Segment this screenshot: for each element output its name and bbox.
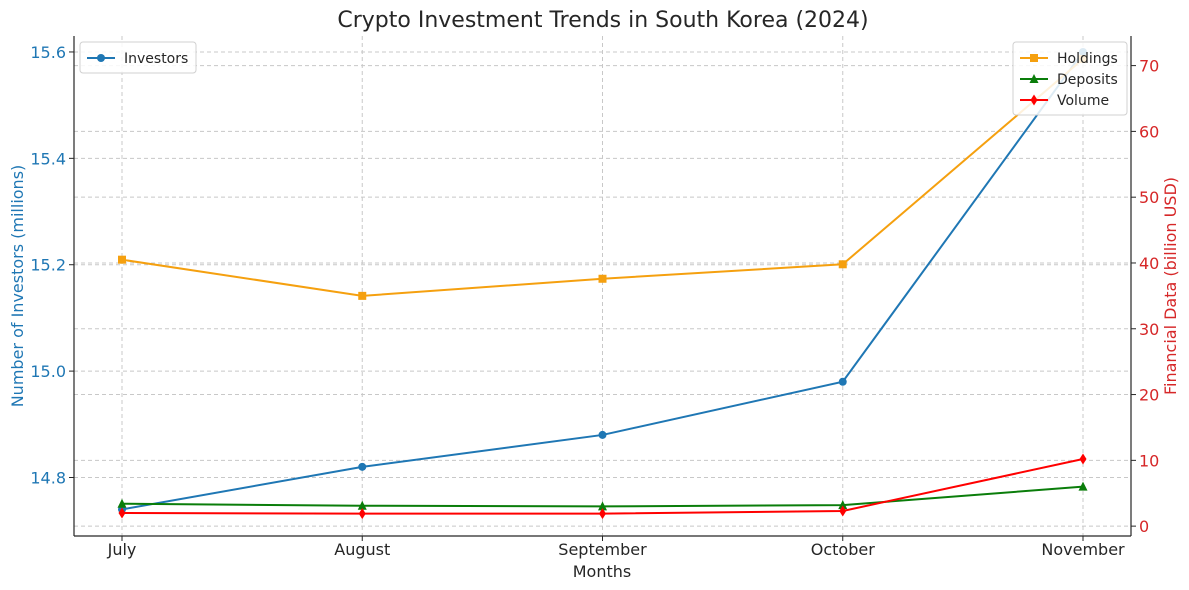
y-left-tick-label: 15.6 <box>30 43 66 62</box>
data-point-investors <box>358 462 367 471</box>
y-right-tick-label: 30 <box>1139 320 1159 339</box>
x-tick-label: July <box>107 540 137 559</box>
y-axis-left-label: Number of Investors (millions) <box>8 165 27 408</box>
y-right-tick-label: 20 <box>1139 386 1159 405</box>
data-point-deposits <box>598 501 607 511</box>
data-point-deposits <box>357 500 367 510</box>
series-deposits <box>117 481 1088 511</box>
data-point-volume <box>1079 453 1087 465</box>
data-point-volume <box>599 508 606 520</box>
y-right-tick-label: 0 <box>1139 517 1149 536</box>
data-point-volume <box>118 507 126 519</box>
legend-label-holdings: Holdings <box>1057 51 1118 67</box>
series-volume <box>118 453 1087 520</box>
y-left-tick-label: 15.4 <box>30 149 66 168</box>
data-point-holdings <box>838 260 847 269</box>
data-point-deposits <box>1078 481 1088 491</box>
series-layer <box>117 47 1088 520</box>
data-point-holdings <box>598 274 607 283</box>
legend-right-box <box>1012 41 1128 116</box>
data-point-deposits <box>838 500 848 510</box>
y-right-tick-label: 70 <box>1139 57 1159 76</box>
y-right-tick-label: 50 <box>1139 188 1159 207</box>
y-left-tick-label: 14.8 <box>30 468 66 487</box>
legend-marker-deposits <box>1029 74 1039 83</box>
legend-marker-holdings <box>1030 54 1038 62</box>
x-tick-label: November <box>1041 540 1125 559</box>
data-point-holdings <box>358 291 367 300</box>
x-tick-label: September <box>558 540 647 559</box>
x-tick-label: August <box>334 540 390 559</box>
legend-label-deposits: Deposits <box>1057 72 1118 88</box>
data-point-deposits <box>117 498 127 508</box>
data-point-volume <box>839 505 847 517</box>
legend-label-volume: Volume <box>1057 93 1109 109</box>
legend-label-investors: Investors <box>124 51 188 67</box>
legend-layer: Investors Holdings Deposits Volume <box>79 41 1128 116</box>
chart-title: Crypto Investment Trends in South Korea … <box>337 8 868 33</box>
y-right-tick-label: 60 <box>1139 122 1159 141</box>
y-right-tick-label: 40 <box>1139 254 1159 273</box>
y-right-tick-label: 10 <box>1139 451 1159 470</box>
data-point-volume <box>358 508 366 520</box>
x-axis-label: Months <box>573 562 631 581</box>
legend-marker-investors <box>97 54 105 62</box>
data-point-investors <box>598 430 607 439</box>
legend-left-box <box>79 41 197 74</box>
legend-left: Investors <box>79 41 197 74</box>
legend-right: Holdings Deposits Volume <box>1012 41 1128 116</box>
y-left-tick-label: 15.0 <box>30 362 66 381</box>
x-tick-label: October <box>811 540 875 559</box>
axes-layer: July August September October November 14.8 15… <box>30 36 1159 559</box>
y-left-tick-label: 15.2 <box>30 256 66 275</box>
legend-marker-volume <box>1030 94 1038 106</box>
data-point-holdings <box>118 255 126 264</box>
y-axis-right-label: Financial Data (billion USD) <box>1161 177 1180 395</box>
grid-layer <box>74 36 1131 536</box>
data-point-investors <box>838 377 847 386</box>
